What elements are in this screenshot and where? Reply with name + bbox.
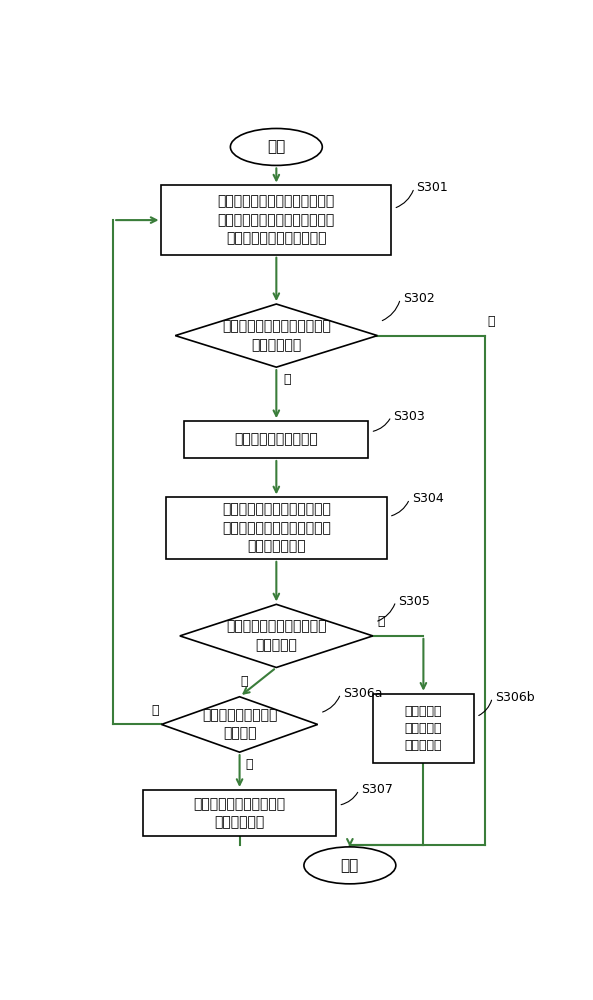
Text: 启动零伺服功能，以及对零伺
服功能的启动次数进行计数，
获得零伺服次数: 启动零伺服功能，以及对零伺 服功能的启动次数进行计数， 获得零伺服次数	[222, 503, 331, 554]
Polygon shape	[176, 304, 378, 367]
Text: S302: S302	[403, 292, 435, 305]
Text: S304: S304	[412, 492, 444, 505]
Text: S303: S303	[394, 410, 425, 423]
Text: 开始: 开始	[267, 139, 285, 154]
Text: 是: 是	[245, 758, 253, 771]
Text: 否: 否	[378, 615, 385, 628]
Text: 停止零伺服功能，并清零
编码脉冲计数: 停止零伺服功能，并清零 编码脉冲计数	[193, 797, 286, 829]
Ellipse shape	[230, 128, 323, 165]
Text: S305: S305	[398, 595, 430, 608]
Text: 是: 是	[240, 675, 248, 688]
Polygon shape	[180, 604, 373, 667]
Text: 判断零伺服次数是否小于第
二预设次数: 判断零伺服次数是否小于第 二预设次数	[226, 620, 327, 652]
Text: 接收编码器在检测电机转轴转动
的过程中产生的编码脉冲，并对
编码脉冲进行编码脉冲计数: 接收编码器在检测电机转轴转动 的过程中产生的编码脉冲，并对 编码脉冲进行编码脉冲…	[218, 195, 335, 245]
Text: S306b: S306b	[495, 691, 534, 704]
Text: 是: 是	[283, 373, 291, 386]
Text: S301: S301	[416, 181, 448, 194]
Text: 判断电机的转轴是否
有效制动: 判断电机的转轴是否 有效制动	[202, 708, 278, 741]
Text: 判断编码器脉冲计数是否大于
第一预设次数: 判断编码器脉冲计数是否大于 第一预设次数	[222, 319, 331, 352]
Text: 向制动器发送抱闸指令: 向制动器发送抱闸指令	[234, 433, 318, 447]
Text: S307: S307	[361, 783, 393, 796]
FancyBboxPatch shape	[143, 790, 336, 836]
Text: 结束: 结束	[341, 858, 359, 873]
FancyBboxPatch shape	[166, 497, 387, 559]
FancyBboxPatch shape	[373, 694, 474, 763]
FancyBboxPatch shape	[161, 185, 391, 255]
Polygon shape	[161, 697, 318, 752]
Text: 控制零伺服
功能处于持
续开启状态: 控制零伺服 功能处于持 续开启状态	[404, 705, 442, 752]
Text: S306a: S306a	[343, 687, 382, 700]
FancyBboxPatch shape	[184, 421, 368, 458]
Ellipse shape	[304, 847, 396, 884]
Text: 否: 否	[487, 315, 495, 328]
Text: 否: 否	[152, 704, 159, 717]
